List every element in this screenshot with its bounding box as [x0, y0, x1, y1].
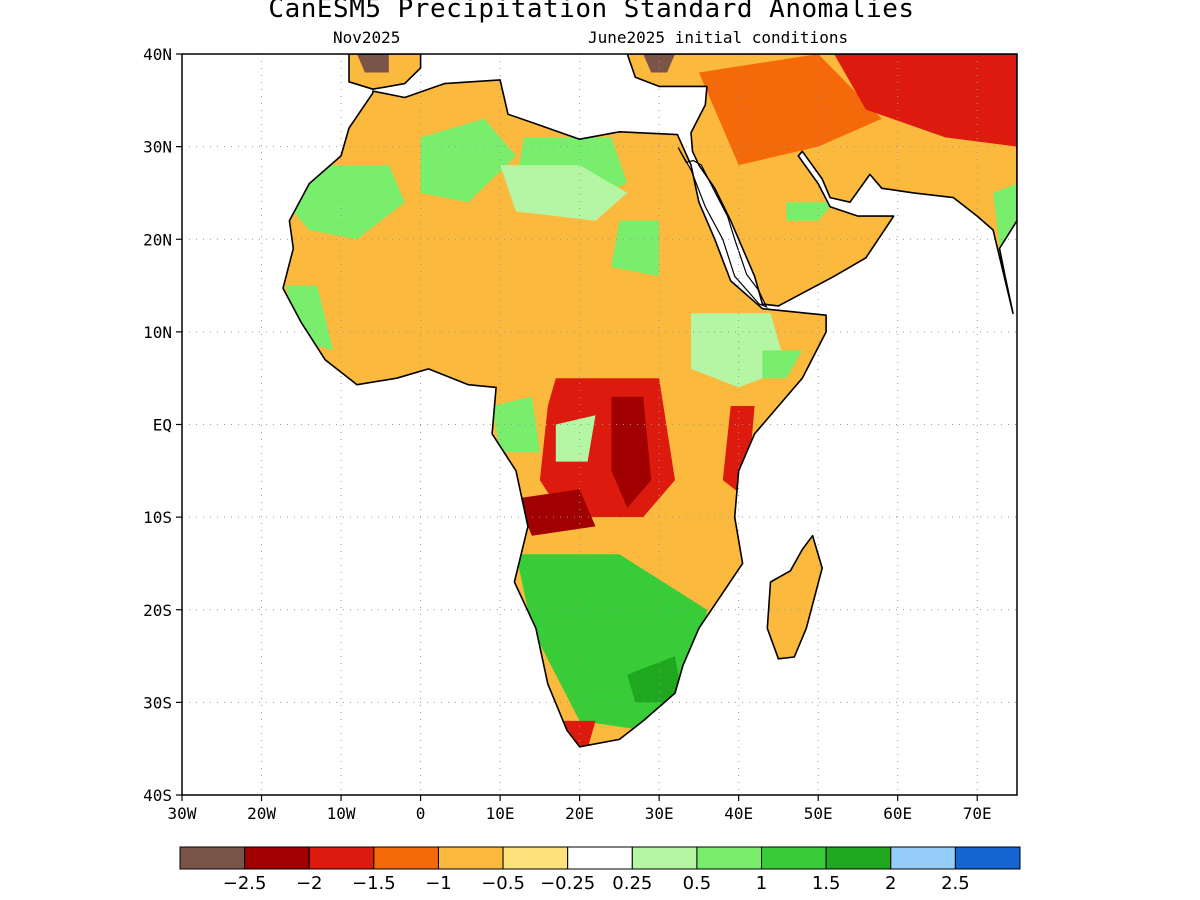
- colorbar-swatch: [954, 846, 1021, 870]
- y-tick-label: 20N: [143, 230, 172, 249]
- initial-conditions: June2025 initial conditions: [588, 28, 849, 47]
- y-tick-label: 30S: [143, 693, 172, 712]
- y-tick-label: 30N: [143, 138, 172, 157]
- colorbar-label: 2.5: [941, 873, 970, 894]
- colorbar-label: −0.25: [540, 873, 595, 894]
- colorbar-label: −1.5: [352, 873, 396, 894]
- colorbar-label: −1: [425, 873, 452, 894]
- asia-coastline: [626, 54, 1017, 315]
- region-algeria-green: [420, 118, 516, 203]
- region-west-africa-green: [285, 285, 334, 351]
- region-sahara-white: [500, 165, 628, 221]
- region-south-africa-dark-green: [627, 656, 683, 703]
- madagascar-coastline: [766, 534, 823, 660]
- colorbar-swatch: [502, 846, 569, 870]
- colorbar-label: 1.5: [812, 873, 841, 894]
- x-tick-label: 50E: [804, 804, 833, 823]
- x-tick-label: 10E: [486, 804, 515, 823]
- map-title: CanESM5 Precipitation Standard Anomalies: [268, 0, 915, 24]
- x-tick-label: 30W: [168, 804, 197, 823]
- region-angola-dark: [516, 489, 596, 536]
- region-iran-red: [834, 54, 1017, 147]
- region-sudan-green: [611, 220, 660, 277]
- y-tick-label: 40S: [143, 786, 172, 805]
- colorbar-label: 1: [756, 873, 767, 894]
- x-tick-label: 70E: [963, 804, 992, 823]
- colorbar-swatch: [179, 846, 246, 870]
- region-somalia-green: [762, 350, 803, 379]
- colorbar-swatch: [567, 846, 633, 870]
- colorbar-label: 2: [885, 873, 896, 894]
- colorbar: −2.5 −2 −1.5 −1 −0.5 −0.25 0.25 0.5 1 1.5 2 2.5: [179, 846, 1021, 894]
- region-gabon-green: [492, 396, 540, 453]
- colorbar-swatch: [308, 846, 375, 870]
- y-tick-label: 10S: [143, 508, 172, 527]
- colorbar-swatch: [244, 846, 310, 870]
- colorbar-swatch: [373, 846, 439, 870]
- axis-ticks: 30W 20W 10W 0 10E 20E 30E 40E 50E 60E 70E 40N 30N 20N…: [143, 45, 992, 823]
- region-middle-east-orange: [698, 54, 882, 166]
- region-sahel-west: [285, 165, 405, 240]
- x-tick-label: 0: [416, 804, 426, 823]
- forecast-month: Nov2025: [333, 28, 401, 47]
- coastlines: [282, 54, 1017, 748]
- colorbar-label: 0.25: [612, 873, 652, 894]
- iberia-coastline: [348, 54, 422, 90]
- anomaly-shading: [283, 54, 1017, 747]
- colorbar-swatch: [437, 846, 504, 870]
- colorbar-label: 0.5: [683, 873, 712, 894]
- x-tick-label: 10W: [327, 804, 356, 823]
- x-tick-label: 30E: [645, 804, 674, 823]
- colorbar-swatch: [631, 846, 698, 870]
- colorbar-label: −2: [296, 873, 323, 894]
- x-tick-label: 20E: [565, 804, 594, 823]
- region-congo-white: [555, 415, 596, 462]
- colorbar-swatch: [890, 846, 956, 870]
- colorbar-swatch: [761, 846, 827, 870]
- colorbar-swatch: [825, 846, 892, 870]
- colorbar-label: −2.5: [223, 873, 267, 894]
- colorbar-swatch: [696, 846, 763, 870]
- x-tick-label: 20W: [247, 804, 276, 823]
- y-tick-label: 20S: [143, 601, 172, 620]
- y-tick-label: 40N: [143, 45, 172, 64]
- region-arabia-green: [786, 202, 835, 221]
- africa-coastline: [282, 79, 827, 748]
- region-spain-brown: [357, 54, 389, 73]
- region-turkey-brown: [643, 54, 675, 73]
- colorbar-label: −0.5: [481, 873, 525, 894]
- region-congo-dark: [611, 396, 652, 508]
- y-tick-label: 10N: [143, 323, 172, 342]
- x-tick-label: 40E: [724, 804, 753, 823]
- y-tick-label: EQ: [153, 416, 172, 435]
- x-tick-label: 60E: [883, 804, 912, 823]
